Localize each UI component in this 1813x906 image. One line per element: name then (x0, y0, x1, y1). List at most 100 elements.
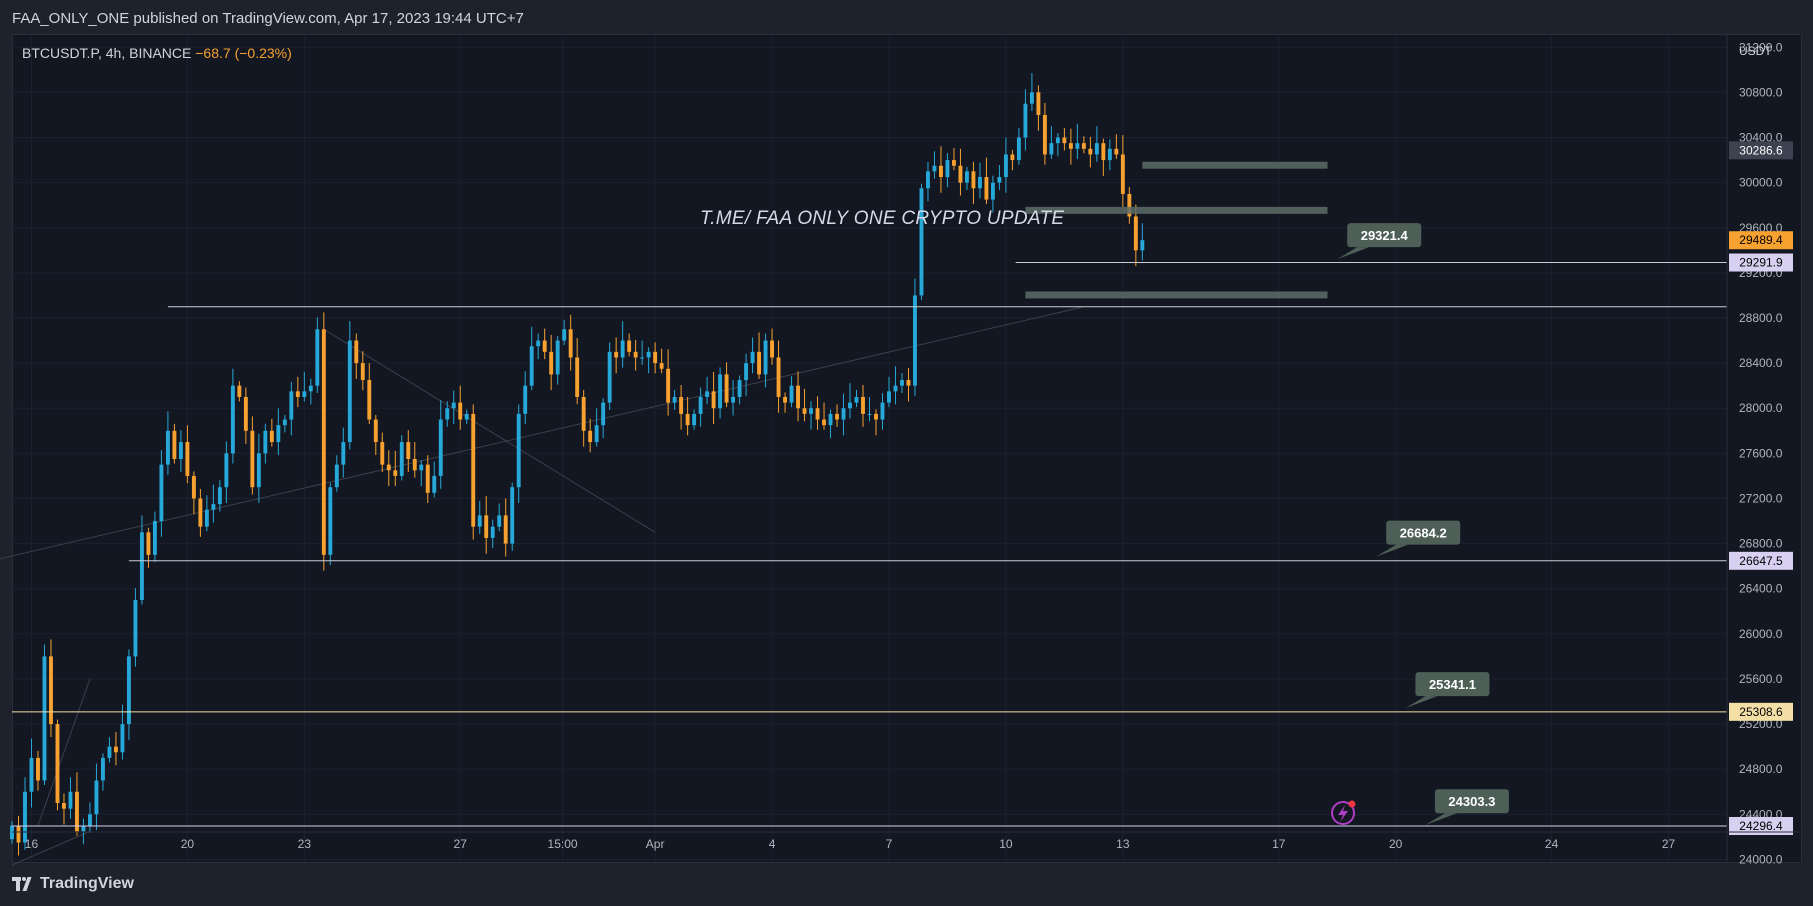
candle-body[interactable] (575, 357, 580, 397)
candle-body[interactable] (900, 380, 904, 386)
candle-body[interactable] (926, 171, 930, 189)
candle-body[interactable] (88, 814, 92, 826)
candle-body[interactable] (815, 408, 820, 420)
candle-body[interactable] (100, 757, 105, 781)
candle-body[interactable] (289, 391, 294, 420)
candle-body[interactable] (659, 363, 664, 369)
candle-body[interactable] (185, 442, 190, 476)
candle-body[interactable] (412, 459, 417, 471)
candle-body[interactable] (770, 340, 775, 358)
candle-body[interactable] (438, 419, 443, 476)
candle-body[interactable] (594, 425, 599, 443)
candle-body[interactable] (282, 419, 287, 426)
candle-body[interactable] (692, 413, 697, 426)
candle-body[interactable] (1023, 103, 1028, 138)
candle-body[interactable] (1120, 154, 1125, 194)
candle-body[interactable] (497, 515, 502, 527)
candle-body[interactable] (334, 464, 339, 488)
candle-body[interactable] (367, 380, 372, 420)
candle-body[interactable] (588, 430, 593, 443)
candle-body[interactable] (406, 442, 411, 459)
candle-body[interactable] (81, 825, 86, 832)
candle-body[interactable] (562, 329, 567, 341)
trend-line[interactable] (323, 328, 656, 533)
candle-body[interactable] (711, 391, 716, 409)
candle-body[interactable] (880, 402, 885, 420)
candle-body[interactable] (997, 177, 1002, 183)
candle-body[interactable] (68, 791, 73, 809)
candle-body[interactable] (276, 425, 281, 443)
support-zone[interactable] (1025, 291, 1328, 299)
candle-body[interactable] (939, 165, 943, 177)
candle-body[interactable] (731, 396, 736, 403)
candle-body[interactable] (913, 295, 917, 386)
candle-body[interactable] (906, 380, 911, 386)
candle-body[interactable] (204, 509, 209, 527)
candle-body[interactable] (919, 188, 924, 296)
candle-body[interactable] (464, 413, 469, 420)
symbol-legend[interactable]: BTCUSDT.P, 4h, BINANCE −68.7 (−0.23%) (22, 45, 292, 61)
candle-body[interactable] (1114, 148, 1119, 155)
support-zone[interactable] (1025, 206, 1328, 214)
candle-body[interactable] (126, 656, 131, 725)
candle-body[interactable] (679, 396, 684, 414)
candle-body[interactable] (737, 380, 742, 397)
candle-body[interactable] (822, 419, 826, 426)
currency-label[interactable]: USDT (1739, 44, 1772, 58)
candle-body[interactable] (55, 724, 60, 804)
tradingview-logo[interactable]: TradingView (12, 875, 134, 893)
candle-body[interactable] (471, 413, 476, 527)
candle-body[interactable] (984, 177, 989, 200)
candle-body[interactable] (360, 363, 365, 381)
candle-body[interactable] (224, 453, 229, 488)
candle-body[interactable] (380, 442, 385, 465)
candle-body[interactable] (399, 442, 404, 476)
candle-body[interactable] (1081, 143, 1086, 149)
candle-body[interactable] (1042, 114, 1047, 155)
candle-body[interactable] (308, 385, 313, 392)
candle-body[interactable] (757, 351, 762, 375)
candle-body[interactable] (490, 526, 495, 538)
candle-body[interactable] (685, 413, 690, 426)
candle-body[interactable] (62, 803, 66, 809)
candle-body[interactable] (49, 656, 53, 725)
candle-body[interactable] (523, 385, 528, 414)
candle-body[interactable] (835, 413, 839, 420)
candle-body[interactable] (1140, 240, 1145, 251)
candle-body[interactable] (217, 487, 222, 505)
candle-body[interactable] (1003, 154, 1008, 177)
candle-body[interactable] (94, 780, 99, 815)
candle-body[interactable] (1127, 193, 1132, 217)
price-tag[interactable] (1729, 141, 1793, 160)
candle-body[interactable] (302, 391, 307, 397)
callout-box[interactable] (1386, 520, 1461, 545)
candle-body[interactable] (601, 402, 606, 426)
candle-body[interactable] (653, 351, 658, 364)
candle-body[interactable] (614, 351, 619, 358)
candle-body[interactable] (848, 402, 852, 409)
candle-body[interactable] (230, 385, 235, 454)
candle-body[interactable] (971, 171, 976, 189)
candle-body[interactable] (666, 368, 671, 403)
candle-body[interactable] (503, 515, 508, 544)
candle-body[interactable] (243, 396, 248, 431)
candle-body[interactable] (386, 464, 391, 471)
candle-body[interactable] (529, 346, 534, 386)
candle-body[interactable] (146, 532, 151, 555)
candle-body[interactable] (451, 402, 456, 409)
candle-body[interactable] (373, 419, 378, 443)
candle-body[interactable] (874, 413, 878, 420)
candle-body[interactable] (484, 515, 489, 538)
candle-body[interactable] (705, 391, 710, 397)
candle-body[interactable] (1094, 143, 1099, 155)
lightning-alert-icon[interactable] (1331, 800, 1356, 825)
candle-body[interactable] (256, 453, 261, 488)
price-tag[interactable] (1729, 817, 1793, 836)
candle-body[interactable] (237, 385, 242, 397)
candle-body[interactable] (854, 396, 859, 403)
candle-body[interactable] (718, 374, 723, 409)
candle-body[interactable] (139, 532, 144, 600)
candle-body[interactable] (1088, 148, 1093, 155)
candle-body[interactable] (159, 464, 164, 522)
candle-body[interactable] (627, 340, 632, 352)
